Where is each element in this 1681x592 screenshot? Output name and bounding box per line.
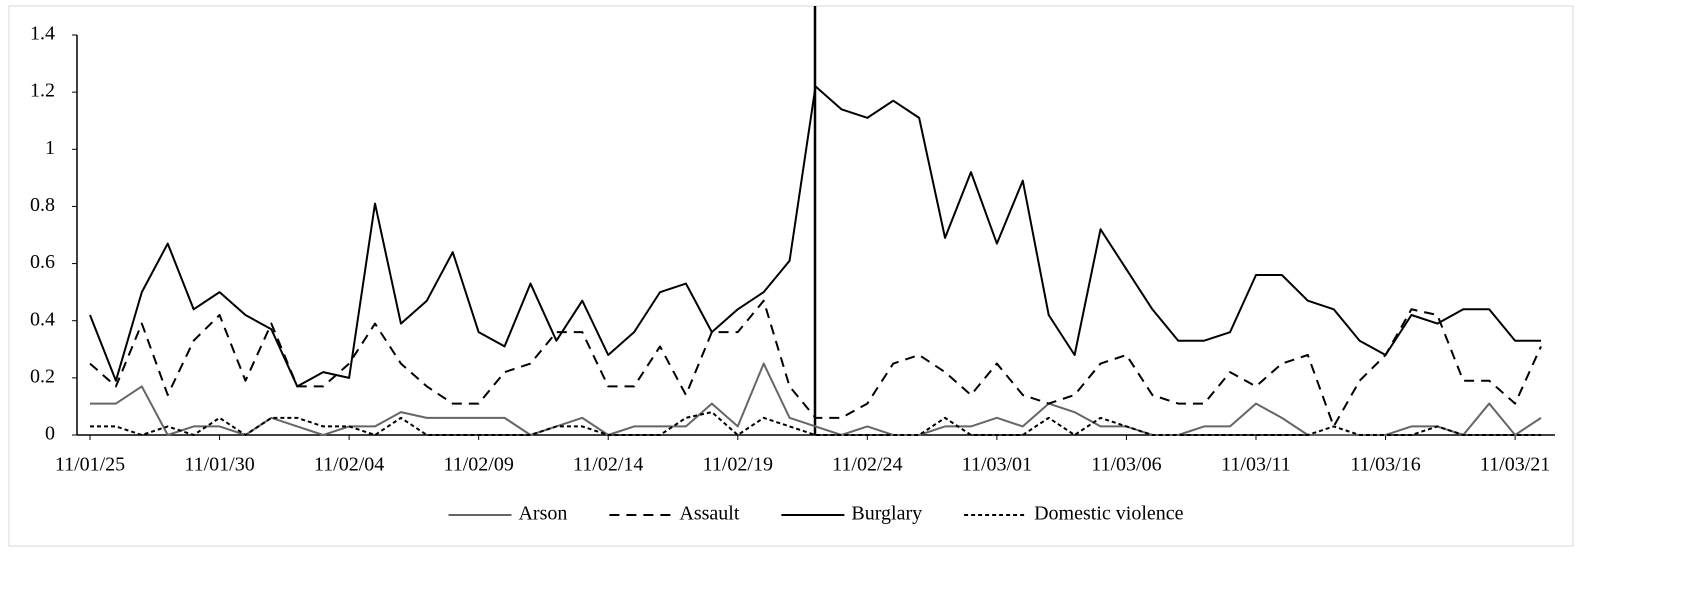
x-tick-label: 11/03/06 — [1091, 454, 1161, 476]
y-tick-label: 0 — [45, 423, 55, 445]
y-tick-label: 0.2 — [30, 365, 55, 387]
x-tick-label: 11/02/19 — [703, 454, 773, 476]
x-tick-label: 11/03/11 — [1221, 454, 1291, 476]
y-tick-label: 0.8 — [30, 194, 55, 216]
x-tick-label: 11/03/16 — [1350, 454, 1420, 476]
y-tick-label: 0.4 — [30, 308, 55, 330]
y-tick-label: 1 — [45, 137, 55, 159]
x-tick-label: 11/02/24 — [832, 454, 902, 476]
x-tick-label: 11/02/04 — [314, 454, 384, 476]
legend-label: Arson — [518, 503, 567, 525]
x-tick-label: 11/03/21 — [1480, 454, 1550, 476]
x-tick-label: 11/02/14 — [573, 454, 643, 476]
chart-border — [8, 5, 1574, 547]
x-tick-label: 11/01/30 — [184, 454, 254, 476]
y-tick-label: 1.4 — [30, 23, 55, 45]
series-line — [90, 362, 1542, 436]
x-tick-label: 11/03/01 — [962, 454, 1032, 476]
series-line — [90, 411, 1541, 436]
legend-label: Assault — [679, 503, 739, 525]
series-line — [89, 299, 1542, 428]
y-tick-label: 0.6 — [30, 251, 55, 273]
x-tick-label: 11/01/25 — [55, 454, 125, 476]
series-line — [89, 85, 1541, 388]
legend-label: Domestic violence — [1034, 503, 1184, 525]
y-tick-label: 1.2 — [30, 80, 55, 102]
x-tick-label: 11/02/09 — [443, 454, 513, 476]
legend-label: Burglary — [851, 503, 922, 525]
